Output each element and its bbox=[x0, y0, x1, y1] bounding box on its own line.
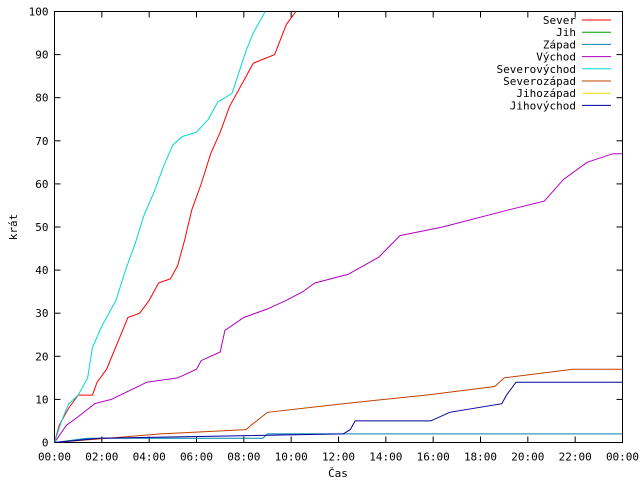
y-tick-label: 60 bbox=[35, 178, 48, 191]
x-axis-title: Čas bbox=[328, 467, 348, 480]
y-axis-title: krát bbox=[7, 214, 20, 241]
x-tick-label: 14:00 bbox=[369, 451, 402, 464]
legend-label: Jihovýchod bbox=[510, 99, 576, 112]
x-axis-ticks: 00:00 02:00 04:00 06:00 08:00 10:00 12:00 14:00… bbox=[38, 11, 639, 464]
y-tick-label: 30 bbox=[35, 307, 48, 320]
series-line-severozápad bbox=[54, 368, 623, 443]
series-line-západ bbox=[54, 433, 623, 443]
x-tick-label: 08:00 bbox=[227, 451, 260, 464]
x-tick-label: 00:00 bbox=[606, 451, 639, 464]
y-tick-label: 100 bbox=[29, 6, 49, 19]
y-tick-label: 40 bbox=[35, 264, 48, 277]
x-tick-label: 00:00 bbox=[38, 451, 71, 464]
legend: SeverJihZápadVýchodSeverovýchodSeverozáp… bbox=[497, 14, 611, 112]
y-tick-label: 10 bbox=[35, 393, 48, 406]
x-tick-label: 04:00 bbox=[133, 451, 166, 464]
series-line-sever bbox=[54, 11, 297, 443]
series-lines bbox=[54, 11, 623, 443]
series-line-jihovýchod bbox=[54, 381, 623, 443]
y-axis-ticks: 0 10 20 30 40 50 60 70 80 90 100 bbox=[29, 6, 623, 450]
y-tick-label: 20 bbox=[35, 350, 48, 363]
legend-label: Jihozápad bbox=[516, 87, 576, 100]
x-tick-label: 22:00 bbox=[559, 451, 592, 464]
legend-label: Sever bbox=[543, 14, 576, 27]
legend-label: Západ bbox=[543, 38, 576, 51]
legend-label: Severozápad bbox=[503, 75, 576, 88]
y-tick-label: 70 bbox=[35, 135, 48, 148]
legend-label: Jih bbox=[556, 26, 576, 39]
y-tick-label: 80 bbox=[35, 92, 48, 105]
x-tick-label: 02:00 bbox=[85, 451, 118, 464]
x-tick-label: 10:00 bbox=[275, 451, 308, 464]
x-tick-label: 18:00 bbox=[464, 451, 497, 464]
x-tick-label: 20:00 bbox=[511, 451, 544, 464]
series-line-východ bbox=[54, 153, 623, 443]
x-tick-label: 12:00 bbox=[322, 451, 355, 464]
y-tick-label: 0 bbox=[42, 437, 49, 450]
y-tick-label: 90 bbox=[35, 49, 48, 62]
legend-label: Severovýchod bbox=[497, 63, 576, 76]
series-line-severovýchod bbox=[54, 11, 266, 443]
x-tick-label: 16:00 bbox=[417, 451, 450, 464]
y-tick-label: 50 bbox=[35, 221, 48, 234]
legend-label: Východ bbox=[536, 51, 576, 64]
x-tick-label: 06:00 bbox=[180, 451, 213, 464]
